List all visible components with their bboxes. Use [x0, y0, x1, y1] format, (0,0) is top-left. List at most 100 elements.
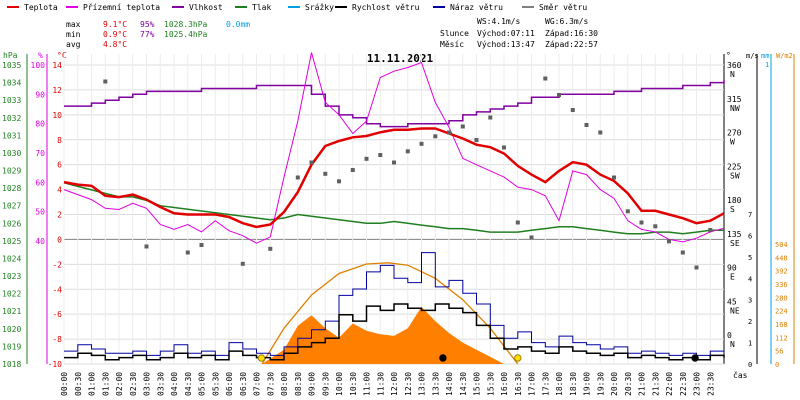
legend-label: Tlak — [252, 3, 271, 12]
wind-direction-point — [350, 168, 355, 172]
wind-direction-point — [625, 209, 630, 214]
moonrise-marker — [439, 354, 447, 362]
time-tick-label: 16:30 — [514, 372, 523, 396]
deg-tick-label: 315 — [727, 95, 742, 104]
hpa-tick-label: 1030 — [2, 149, 21, 158]
wind-direction-point — [295, 175, 300, 180]
moonset-marker — [691, 354, 699, 362]
deg-unit: ° — [726, 51, 731, 60]
wind-direction-point — [337, 179, 341, 184]
deg-tick-label: 360 — [727, 61, 742, 70]
time-tick-label: 02:30 — [129, 372, 138, 396]
time-tick-label: 15:00 — [473, 372, 482, 396]
wm2-tick-label: 112 — [775, 334, 788, 342]
stats-min-label: min — [66, 30, 81, 39]
stats-min-hum: 77% — [140, 30, 155, 39]
wm2-tick-label: 392 — [775, 268, 788, 276]
wm2-unit: W/m2 — [776, 52, 793, 60]
hpa-tick-label: 1021 — [2, 307, 21, 316]
wind-direction-point — [103, 79, 108, 84]
degc-tick-label: -4 — [52, 285, 62, 294]
time-tick-label: 03:30 — [156, 372, 165, 396]
direction-label: SW — [730, 171, 740, 180]
degc-tick-label: -10 — [48, 360, 63, 369]
degc-tick-label: 10 — [52, 111, 62, 120]
wind-direction-point — [185, 250, 190, 255]
time-tick-label: 09:00 — [308, 372, 317, 396]
ms-unit: m/s — [746, 52, 759, 60]
time-tick-label: 06:00 — [225, 372, 234, 396]
degc-tick-label: 4 — [57, 186, 62, 195]
time-tick-label: 07:30 — [266, 372, 275, 396]
hpa-tick-label: 1029 — [2, 167, 21, 176]
wind-direction-point — [708, 228, 713, 232]
wm2-tick-label: 504 — [775, 241, 788, 249]
wind-direction-point — [612, 175, 616, 180]
time-tick-label: 03:00 — [143, 372, 152, 396]
hpa-tick-label: 1019 — [2, 342, 21, 351]
wind-direction-point — [584, 123, 589, 127]
time-tick-label: 10:30 — [349, 372, 358, 396]
stats-avg-label: avg — [66, 40, 81, 49]
time-tick-label: 04:00 — [170, 372, 179, 396]
wind-direction-point — [474, 138, 479, 142]
legend-label: Směr větru — [539, 3, 587, 12]
ms-tick-label: 1 — [748, 340, 752, 348]
info-moon-label: Měsíc — [440, 40, 464, 49]
deg-tick-label: 270 — [727, 129, 742, 138]
time-tick-label: 01:00 — [88, 372, 97, 396]
wind-direction-point — [529, 235, 534, 240]
degc-tick-label: 2 — [57, 211, 62, 220]
hpa-tick-label: 1018 — [2, 360, 21, 369]
time-axis-label: čas — [733, 370, 748, 380]
mm-unit: mm — [761, 52, 769, 60]
time-tick-label: 23:30 — [706, 372, 715, 396]
legend-label: Rychlost větru — [352, 3, 420, 12]
degc-tick-label: 12 — [52, 86, 62, 95]
wind-direction-point — [419, 141, 424, 146]
hpa-tick-label: 1023 — [2, 272, 21, 281]
info-moon-rise: Východ:13:47 — [477, 40, 535, 49]
time-tick-label: 02:00 — [115, 372, 124, 396]
wind-direction-point — [570, 108, 575, 112]
time-tick-label: 17:00 — [528, 372, 537, 396]
time-tick-label: 04:30 — [184, 372, 193, 396]
humidity-line — [64, 79, 725, 128]
hpa-tick-label: 1031 — [2, 131, 21, 140]
deg-tick-label: 135 — [727, 230, 742, 239]
wind-direction-point — [598, 130, 603, 135]
info-sun-label: Slunce — [440, 29, 469, 38]
wind-direction-point — [460, 124, 465, 129]
hpa-tick-label: 1026 — [2, 219, 21, 228]
ms-tick-label: 2 — [748, 318, 752, 326]
chart-axes: hPa% °C ° m/s mm W/m2103510341033103210311030… — [2, 51, 795, 396]
time-tick-label: 20:00 — [610, 372, 619, 396]
degc-tick-label: 6 — [57, 161, 62, 170]
mm-tick-label: 1 — [765, 61, 769, 69]
legend-label: Náraz větru — [450, 3, 503, 12]
time-tick-label: 19:30 — [596, 372, 605, 396]
hpa-tick-label: 1024 — [2, 254, 21, 263]
time-tick-label: 06:30 — [239, 372, 248, 396]
wind-speed-line — [64, 303, 725, 361]
legend-label: Přízemní teplota — [83, 3, 160, 12]
time-tick-label: 00:00 — [60, 372, 69, 396]
solar-radiation-area — [262, 306, 504, 364]
pct-tick-label: 50 — [35, 208, 45, 217]
pressure-line — [63, 182, 724, 235]
time-tick-label: 22:00 — [665, 372, 674, 396]
info-wg: WG:6.3m/s — [545, 17, 589, 26]
wind-direction-point — [405, 149, 410, 154]
pct-tick-label: 100 — [31, 61, 46, 70]
ms-tick-label: 4 — [748, 275, 752, 283]
stats-block: max 9.1°C 95% 1028.3hPa 0.0mm min 0.9°C … — [66, 20, 250, 49]
wind-direction-point — [680, 250, 685, 255]
wind-direction-point — [144, 244, 149, 249]
hpa-tick-label: 1027 — [2, 202, 21, 211]
hpa-tick-label: 1032 — [2, 114, 21, 123]
chart-legend: Teplota Přízemní teplota Vlhkost Tlak Srážky… — [7, 3, 587, 12]
wind-gust-line — [64, 252, 725, 356]
time-tick-label: 13:00 — [418, 372, 427, 396]
legend-label: Vlhkost — [189, 3, 223, 12]
time-tick-label: 16:00 — [500, 372, 509, 396]
